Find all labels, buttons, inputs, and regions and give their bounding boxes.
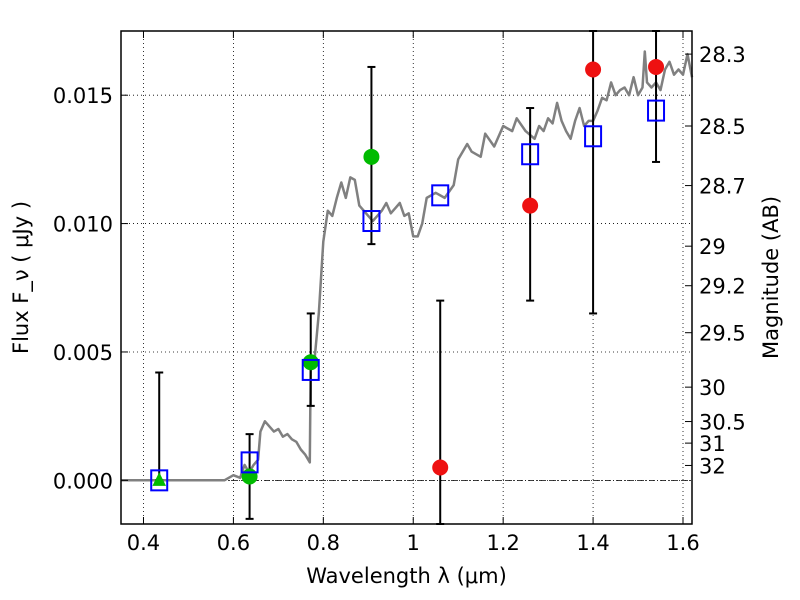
data-markers-layer bbox=[150, 58, 666, 492]
right-tick-label: 29 bbox=[699, 235, 726, 259]
circle-marker bbox=[432, 459, 449, 476]
square-marker bbox=[521, 143, 540, 166]
x-tick-label: 1.2 bbox=[486, 531, 519, 555]
x-axis-ticks: 0.4 0.6 0.8 1 1.2 1.4 1.6 bbox=[127, 31, 700, 555]
circle-marker bbox=[363, 148, 380, 165]
grid-lines bbox=[121, 31, 692, 524]
right-axis-title: Magnitude (AB) bbox=[759, 196, 783, 359]
square-marker bbox=[150, 469, 169, 492]
square-marker bbox=[240, 451, 259, 474]
x-tick-label: 1 bbox=[407, 531, 420, 555]
model-spectrum-line bbox=[121, 50, 694, 482]
square-marker bbox=[584, 125, 603, 148]
x-tick-label: 1.4 bbox=[576, 531, 609, 555]
square-marker bbox=[362, 210, 381, 233]
right-tick-label: 28.3 bbox=[699, 43, 746, 67]
circle-marker bbox=[241, 468, 258, 485]
y-axis-ticks: 0.000 0.005 0.010 0.015 bbox=[53, 84, 128, 493]
y-tick-label: 0.000 bbox=[53, 469, 113, 493]
y-tick-label: 0.005 bbox=[53, 341, 113, 365]
circle-marker bbox=[302, 354, 319, 371]
square-marker bbox=[301, 358, 320, 381]
right-tick-label: 32 bbox=[699, 454, 726, 478]
x-tick-label: 0.6 bbox=[217, 531, 250, 555]
model-spectrum-layer bbox=[121, 50, 694, 482]
x-axis-title: Wavelength λ (μm) bbox=[306, 564, 507, 588]
right-tick-label: 31 bbox=[699, 432, 726, 456]
triangle-marker bbox=[152, 472, 167, 486]
error-bars-layer bbox=[155, 30, 661, 525]
circle-marker bbox=[522, 197, 539, 214]
right-tick-label: 28.7 bbox=[699, 175, 746, 199]
x-tick-label: 1.6 bbox=[666, 531, 699, 555]
right-tick-label: 30 bbox=[699, 376, 726, 400]
right-tick-label: 28.5 bbox=[699, 115, 746, 139]
square-marker bbox=[647, 99, 666, 122]
x-tick-label: 0.4 bbox=[127, 531, 160, 555]
right-tick-label: 30.5 bbox=[699, 411, 746, 435]
plot-frame bbox=[120, 30, 693, 525]
y-tick-label: 0.010 bbox=[53, 213, 113, 237]
x-tick-label: 0.8 bbox=[307, 531, 340, 555]
right-tick-label: 29.2 bbox=[699, 275, 746, 299]
right-tick-label: 29.5 bbox=[699, 322, 746, 346]
square-marker bbox=[431, 184, 450, 207]
circle-marker bbox=[585, 61, 602, 78]
circle-marker bbox=[648, 58, 665, 75]
y-axis-title: Flux F_ν ( μJy ) bbox=[9, 201, 34, 354]
y-tick-label: 0.015 bbox=[53, 84, 113, 108]
